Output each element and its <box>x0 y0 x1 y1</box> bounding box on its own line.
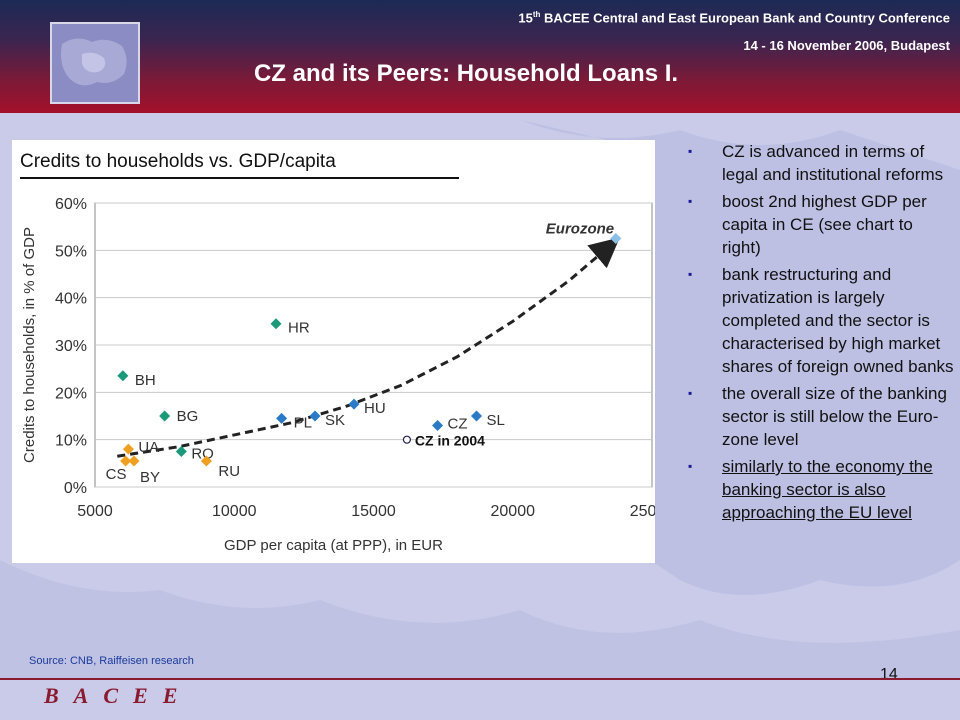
point-label-by: BY <box>140 469 160 486</box>
source-note: Source: CNB, Raiffeisen research <box>29 655 194 667</box>
bullet-text: CZ is advanced in terms of legal and ins… <box>722 142 944 184</box>
bullet-list: ▪ CZ is advanced in terms of legal and in… <box>686 140 956 528</box>
header-banner: 15th BACEE Central and East European Ban… <box>0 0 960 113</box>
point-label-sl: SL <box>487 412 505 429</box>
bullet-item: ▪ bank restructuring and privatization is… <box>686 263 956 378</box>
point-label-sk: SK <box>325 412 345 429</box>
bullet-marker-icon: ▪ <box>688 267 693 281</box>
bullet-text: similarly to the economy the banking sec… <box>722 457 933 522</box>
data-point-sl <box>471 410 483 422</box>
bullet-text: the overall size of the banking sector i… <box>722 384 947 449</box>
data-point-hu <box>348 398 360 410</box>
data-point-hr <box>270 318 282 330</box>
footer-divider <box>0 678 960 680</box>
y-tick-label: 50% <box>55 243 87 260</box>
bullet-marker-icon: ▪ <box>688 386 693 400</box>
trend-arrow <box>117 237 620 458</box>
x-tick-label: 5000 <box>77 503 113 520</box>
x-tick-label: 15000 <box>351 503 396 520</box>
highlight-point <box>402 435 412 444</box>
data-point-pl <box>276 412 288 424</box>
conference-ordinal: 15 <box>518 10 533 26</box>
data-point-by <box>128 455 140 467</box>
highlight-label: CZ in 2004 <box>415 433 485 449</box>
point-label-cs: CS <box>106 466 127 483</box>
conference-date: 14 - 16 November 2006, Budapest <box>743 38 950 53</box>
bullet-text: boost 2nd highest GDP per capita in CE (… <box>722 192 927 257</box>
data-point-ro <box>175 446 187 457</box>
bullet-item: ▪ similarly to the economy the banking se… <box>686 455 956 524</box>
bullet-item: ▪ CZ is advanced in terms of legal and in… <box>686 140 956 186</box>
data-point-sk <box>309 410 321 422</box>
page-title: CZ and its Peers: Household Loans I. <box>254 60 679 87</box>
point-label-bh: BH <box>135 372 156 389</box>
bullet-text: bank restructuring and privatization is … <box>722 265 954 376</box>
bullet-item: ▪ boost 2nd highest GDP per capita in CE … <box>686 190 956 259</box>
scatter-chart: 0% 10% 20% 30% 40% 50% 60% 5000 10000 15000 20000 2… <box>21 196 655 554</box>
chart-panel: 0% 10% 20% 30% 40% 50% 60% 5000 10000 15000 20000 2… <box>12 140 655 563</box>
chart-title-underline <box>20 177 459 179</box>
point-label-hu: HU <box>364 400 386 417</box>
bullet-item: ▪ the overall size of the banking sector … <box>686 382 956 451</box>
point-label-cz: CZ <box>448 415 468 432</box>
x-tick-label: 10000 <box>212 503 257 520</box>
x-tick-label: 20000 <box>491 503 536 520</box>
data-point-eurozone <box>610 233 622 244</box>
x-tick-label: 25000 <box>630 503 655 520</box>
x-axis-label: GDP per capita (at PPP), in EUR <box>224 537 443 554</box>
y-tick-label: 0% <box>64 480 87 497</box>
conference-title: BACEE Central and East European Bank and… <box>540 10 950 26</box>
point-label-ua: UA <box>138 439 159 456</box>
bullet-marker-icon: ▪ <box>688 459 693 473</box>
point-label-eurozone: Eurozone <box>546 221 614 238</box>
y-tick-label: 40% <box>55 291 87 308</box>
point-label-bg: BG <box>177 408 199 425</box>
conference-name: 15th BACEE Central and East European Ban… <box>518 10 950 25</box>
y-tick-label: 60% <box>55 196 87 213</box>
point-label-pl: PL <box>294 414 312 431</box>
data-point-cz <box>432 419 444 431</box>
conference-ordinal-suffix: th <box>532 10 541 19</box>
point-label-ru: RU <box>218 463 240 480</box>
data-point-bg <box>159 410 171 422</box>
data-point-ua <box>122 443 134 455</box>
y-tick-label: 30% <box>55 338 87 355</box>
y-tick-label: 10% <box>55 433 87 450</box>
data-point-cs <box>120 455 132 467</box>
page-number: 14 <box>880 666 898 683</box>
bullet-marker-icon: ▪ <box>688 194 693 208</box>
data-point-ru <box>200 455 212 467</box>
data-point-bh <box>117 370 129 382</box>
point-label-hr: HR <box>288 320 310 337</box>
chart-title: Credits to households vs. GDP/capita <box>20 151 336 172</box>
bullet-marker-icon: ▪ <box>688 144 693 158</box>
conference-logo <box>50 22 140 104</box>
y-axis-label: Credits to households, in % of GDP <box>21 227 38 463</box>
footer-logo: BACEE <box>44 683 193 708</box>
y-tick-label: 20% <box>55 385 87 402</box>
